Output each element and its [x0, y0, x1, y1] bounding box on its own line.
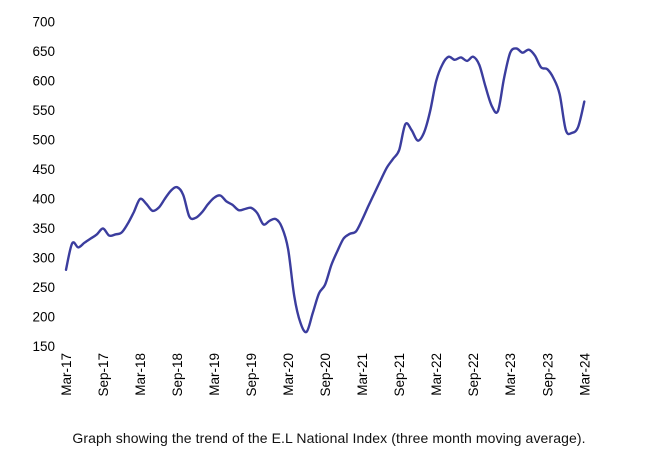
y-axis-tick-label: 650 [32, 44, 55, 59]
y-axis-tick-label: 550 [32, 103, 55, 118]
x-axis-tick-label: Sep-20 [318, 353, 333, 397]
y-axis-tick-label: 350 [32, 221, 55, 236]
index-trend-line [64, 47, 586, 334]
y-axis-tick-label: 200 [32, 310, 55, 325]
x-axis-tick-label: Sep-22 [466, 353, 481, 397]
x-axis-tick-label: Sep-23 [540, 353, 555, 397]
x-axis-tick-label: Sep-17 [96, 353, 111, 397]
y-axis-tick-label: 400 [32, 192, 55, 207]
chart-canvas: 700 650 600 550 500 450 400 350 300 250 200 150 Mar-… [32, 15, 592, 397]
x-axis-tick-label: Mar-22 [429, 353, 444, 396]
y-axis-tick-label: 450 [32, 162, 55, 177]
chart-caption: Graph showing the trend of the E.L Natio… [72, 430, 586, 446]
x-axis-tick-label: Mar-24 [577, 353, 592, 396]
y-axis-tick-label: 600 [32, 74, 55, 89]
y-axis-tick-label: 300 [32, 251, 55, 266]
x-axis-tick-label: Mar-23 [503, 353, 518, 396]
x-axis-tick-label: Mar-17 [59, 353, 74, 396]
x-axis-tick-label: Mar-19 [207, 353, 222, 396]
y-axis-tick-label: 150 [32, 339, 55, 354]
x-axis-tick-label: Mar-18 [133, 353, 148, 396]
x-axis-tick-label: Mar-20 [281, 353, 296, 396]
line-chart: 700 650 600 550 500 450 400 350 300 250 200 150 Mar-… [32, 15, 592, 397]
x-axis-tick-label: Sep-19 [244, 353, 259, 397]
y-axis-tick-label: 500 [32, 133, 55, 148]
x-axis-tick-label: Sep-21 [392, 353, 407, 397]
x-axis-tick-label: Sep-18 [170, 353, 185, 397]
y-axis-tick-label: 700 [32, 15, 55, 30]
x-axis-tick-label: Mar-21 [355, 353, 370, 396]
y-axis-tick-label: 250 [32, 280, 55, 295]
